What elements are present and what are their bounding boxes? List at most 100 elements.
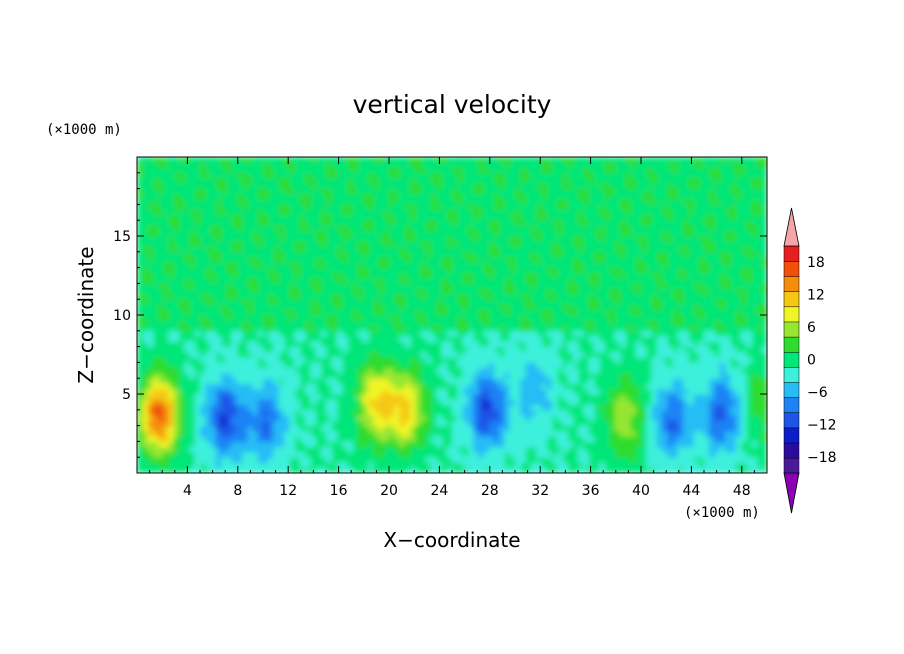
- field-cell: [399, 372, 406, 379]
- field-cell: [310, 183, 317, 190]
- field-cell: [567, 288, 574, 295]
- field-cell: [462, 409, 469, 416]
- field-cell: [158, 430, 164, 437]
- field-cell: [189, 209, 196, 216]
- field-cell: [572, 351, 579, 358]
- field-cell: [751, 404, 758, 411]
- field-cell: [425, 357, 432, 363]
- field-cell: [667, 162, 674, 169]
- field-cell: [478, 183, 485, 190]
- field-cell: [389, 357, 395, 363]
- field-cell: [278, 409, 285, 416]
- field-cell: [504, 420, 511, 427]
- field-cell: [656, 457, 663, 464]
- field-cell: [761, 430, 767, 437]
- field-cell: [189, 346, 196, 353]
- field-cell: [478, 188, 485, 195]
- field-cell: [289, 441, 296, 448]
- field-cell: [378, 157, 385, 163]
- field-cell: [530, 362, 537, 369]
- field-cell: [336, 367, 343, 374]
- field-cell: [326, 425, 332, 432]
- field-cell: [352, 409, 359, 416]
- field-cell: [730, 467, 737, 473]
- field-cell: [478, 372, 485, 379]
- field-cell: [273, 362, 280, 369]
- field-cell: [452, 241, 458, 248]
- field-cell: [257, 441, 264, 448]
- field-cell: [551, 346, 558, 353]
- field-cell: [740, 425, 747, 432]
- field-cell: [483, 399, 490, 406]
- field-cell: [404, 425, 411, 432]
- field-cell: [704, 267, 710, 274]
- field-cell: [740, 404, 747, 411]
- field-cell: [494, 409, 500, 416]
- field-cell: [341, 257, 348, 263]
- field-cell: [583, 451, 590, 458]
- field-cell: [515, 357, 521, 363]
- field-cell: [242, 325, 248, 332]
- field-cell: [651, 299, 658, 306]
- field-cell: [231, 336, 238, 342]
- field-cell: [278, 336, 285, 342]
- field-cell: [452, 209, 458, 216]
- field-cell: [457, 409, 464, 416]
- field-cell: [667, 425, 674, 432]
- field-cell: [257, 241, 264, 248]
- field-cell: [436, 309, 443, 316]
- field-cell: [725, 372, 731, 379]
- field-cell: [236, 367, 243, 374]
- field-cell: [215, 372, 222, 379]
- field-cell: [651, 394, 658, 400]
- field-cell: [289, 388, 296, 395]
- field-cell: [693, 367, 700, 374]
- field-cell: [236, 394, 243, 400]
- field-cell: [362, 199, 369, 205]
- field-cell: [698, 267, 705, 274]
- field-cell: [452, 188, 458, 195]
- field-cell: [168, 336, 175, 342]
- field-cell: [677, 415, 684, 421]
- field-cell: [751, 204, 758, 211]
- field-cell: [326, 457, 332, 464]
- field-cell: [221, 436, 227, 442]
- field-cell: [651, 425, 658, 432]
- field-cell: [509, 351, 516, 358]
- field-cell: [536, 430, 542, 437]
- field-cell: [462, 251, 469, 258]
- field-cell: [194, 394, 201, 400]
- field-cell: [541, 404, 548, 411]
- field-cell: [677, 346, 684, 353]
- field-cell: [625, 372, 632, 379]
- field-cell: [473, 404, 479, 411]
- field-cell: [488, 272, 495, 279]
- field-cell: [677, 451, 684, 458]
- field-cell: [221, 157, 227, 163]
- field-cell: [404, 436, 411, 442]
- field-cell: [578, 425, 584, 432]
- field-cell: [404, 446, 411, 453]
- field-cell: [557, 383, 563, 390]
- field-cell: [399, 451, 406, 458]
- field-cell: [735, 394, 742, 400]
- field-cell: [483, 404, 490, 411]
- field-cell: [525, 430, 532, 437]
- field-cell: [698, 404, 705, 411]
- field-cell: [284, 188, 290, 195]
- field-cell: [704, 288, 710, 295]
- field-cell: [683, 220, 689, 227]
- field-cell: [462, 404, 469, 411]
- field-cell: [662, 462, 668, 469]
- field-cell: [299, 241, 306, 248]
- field-cell: [677, 362, 684, 369]
- field-cell: [698, 357, 705, 363]
- field-cell: [672, 441, 679, 448]
- field-cell: [294, 288, 301, 295]
- field-cell: [520, 193, 527, 200]
- field-cell: [394, 420, 401, 427]
- field-cell: [231, 262, 238, 269]
- field-cell: [478, 394, 485, 400]
- field-cell: [294, 330, 301, 337]
- field-cell: [236, 241, 243, 248]
